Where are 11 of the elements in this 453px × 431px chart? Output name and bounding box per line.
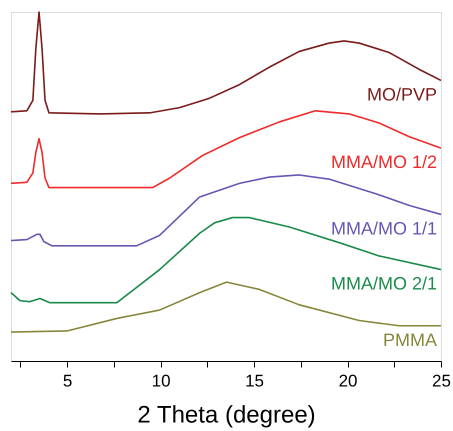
series-label: MMA/MO 2/1 xyxy=(330,274,437,294)
x-tick-label: 15 xyxy=(245,372,264,390)
x-tick-label: 10 xyxy=(152,372,171,390)
series-label: MMA/MO 1/2 xyxy=(330,152,437,172)
x-tick-label: 20 xyxy=(338,372,358,390)
x-tick-label: 5 xyxy=(62,372,72,390)
series-label: PMMA xyxy=(383,330,437,350)
x-tick-label: 25 xyxy=(432,372,451,390)
x-axis-title: 2 Theta (degree) xyxy=(137,402,316,428)
series-label: MO/PVP xyxy=(366,84,437,104)
series-label: MMA/MO 1/1 xyxy=(330,218,437,238)
